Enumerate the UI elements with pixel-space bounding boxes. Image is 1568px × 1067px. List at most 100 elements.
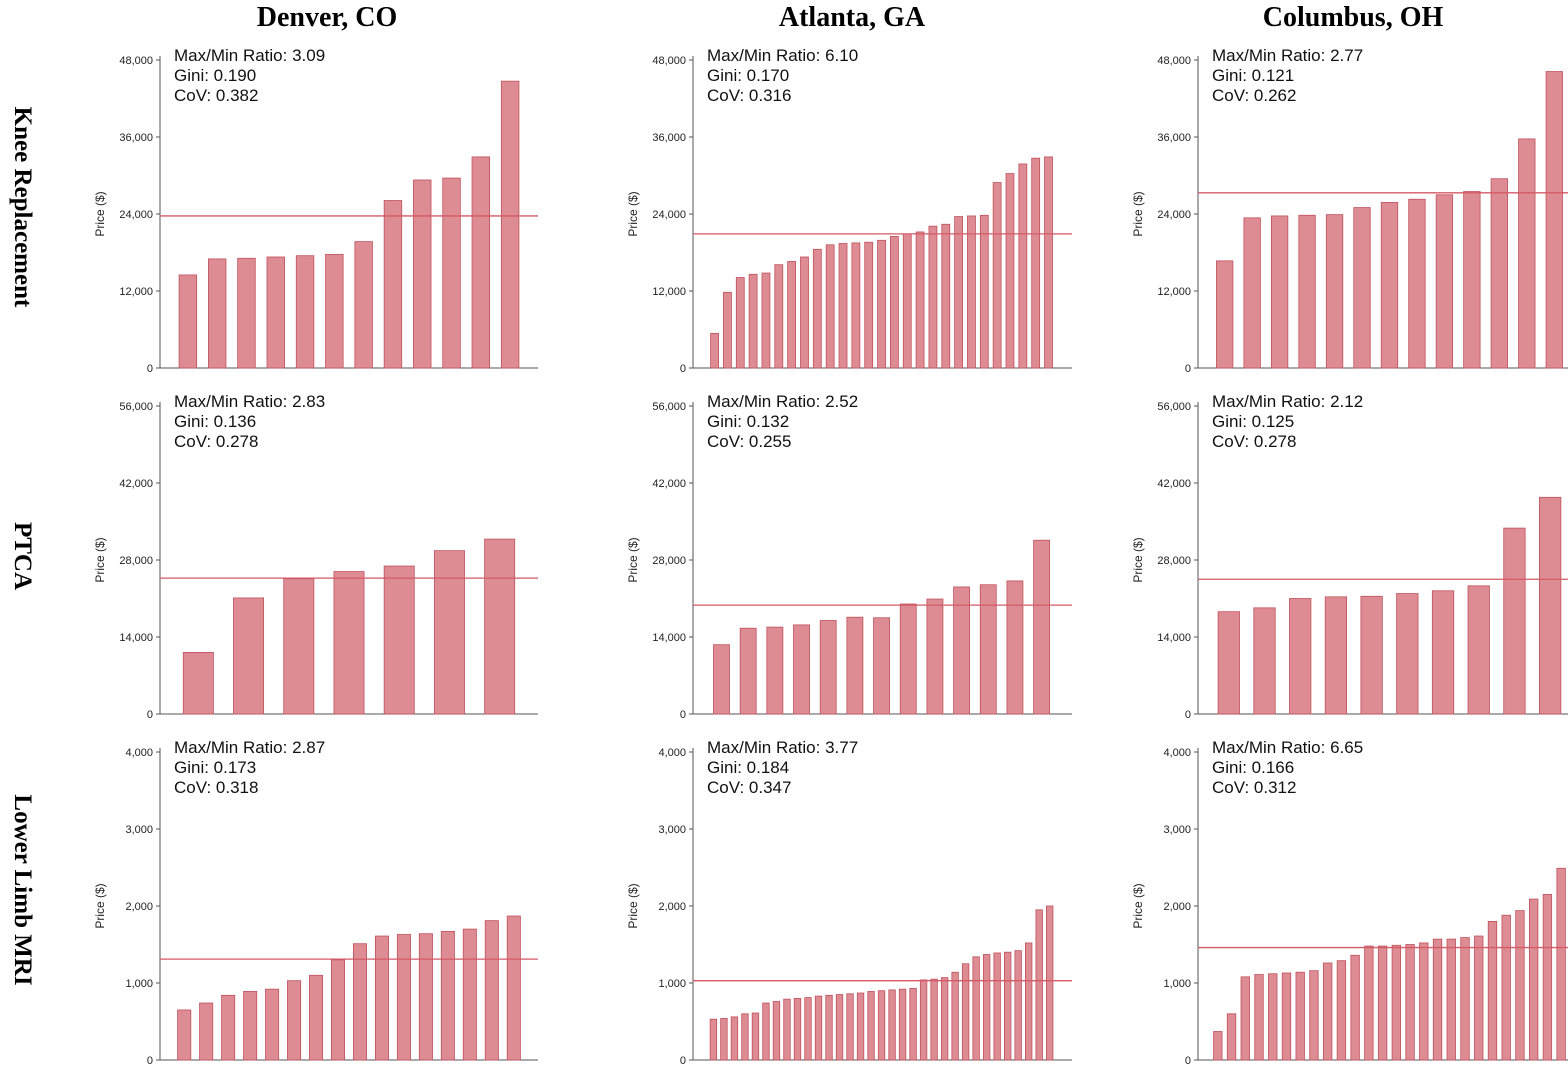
- bar: [325, 254, 344, 369]
- bar: [1391, 944, 1401, 1061]
- bar: [178, 274, 198, 369]
- bar: [967, 215, 976, 369]
- bar: [898, 988, 907, 1061]
- y-axis-label: Price ($): [626, 537, 640, 582]
- bar: [1323, 962, 1333, 1061]
- bar: [1474, 935, 1484, 1061]
- chart-panel: 0 14,000 28,000 42,000 56,000 Price ($) Max/Mi…: [93, 392, 538, 721]
- y-tick-label: 0: [147, 1055, 153, 1067]
- bar: [1025, 942, 1033, 1061]
- y-tick-label: 2,000: [125, 901, 153, 913]
- bar: [1213, 1031, 1223, 1061]
- bar: [1226, 1013, 1237, 1061]
- bar: [825, 244, 835, 369]
- y-tick-label: 1,000: [125, 978, 153, 990]
- bar: [1295, 971, 1305, 1061]
- bar: [1281, 972, 1292, 1061]
- bar: [1044, 156, 1053, 369]
- bar: [928, 225, 938, 369]
- bar: [1350, 954, 1360, 1061]
- stats-annotation: CoV: 0.312: [1212, 778, 1296, 797]
- bar: [890, 236, 899, 369]
- y-tick-label: 3,000: [658, 824, 686, 836]
- bar: [295, 255, 315, 369]
- chart-panel: 0 1,000 2,000 3,000 4,000 Price ($) Max/Min Ra…: [1131, 738, 1568, 1067]
- stats-annotation: Gini: 0.136: [174, 412, 256, 431]
- y-tick-label: 14,000: [1157, 632, 1191, 644]
- y-axis-label: Price ($): [93, 537, 107, 582]
- bar: [1542, 894, 1553, 1061]
- y-tick-label: 12,000: [1157, 286, 1191, 298]
- bar: [793, 998, 802, 1061]
- bar: [793, 624, 810, 715]
- bar: [471, 156, 491, 369]
- bar: [864, 241, 874, 369]
- stats-annotation: Max/Min Ratio: 3.09: [174, 46, 325, 65]
- stats-annotation: Gini: 0.132: [707, 412, 789, 431]
- y-tick-label: 3,000: [125, 824, 153, 836]
- column-title-atlanta: Atlanta, GA: [778, 2, 926, 33]
- y-tick-label: 14,000: [119, 632, 153, 644]
- y-tick-label: 4,000: [125, 747, 153, 759]
- chart-panel: 0 1,000 2,000 3,000 4,000 Price ($) Max/Min Ra…: [626, 738, 1072, 1067]
- stats-annotation: CoV: 0.262: [1212, 86, 1296, 105]
- bar: [846, 616, 864, 715]
- bar: [199, 1002, 214, 1061]
- bar: [774, 264, 784, 369]
- bar: [877, 990, 886, 1061]
- bar: [1463, 191, 1481, 369]
- bar: [1003, 951, 1012, 1061]
- bar: [1460, 937, 1470, 1061]
- y-tick-label: 0: [680, 1055, 686, 1067]
- bar: [506, 915, 521, 1061]
- y-tick-label: 42,000: [119, 478, 153, 490]
- bar: [1396, 593, 1419, 715]
- stats-annotation: Max/Min Ratio: 2.87: [174, 738, 325, 757]
- bar: [723, 291, 732, 369]
- bar: [1035, 909, 1043, 1061]
- bar: [915, 231, 925, 369]
- bar: [825, 994, 833, 1061]
- chart-panel: 0 14,000 28,000 42,000 56,000 Price ($) Max/Mi…: [626, 392, 1072, 721]
- stats-annotation: CoV: 0.318: [174, 778, 258, 797]
- y-tick-label: 0: [1185, 1055, 1191, 1067]
- bar: [1446, 938, 1456, 1061]
- bar: [1033, 539, 1051, 715]
- y-tick-label: 28,000: [1157, 555, 1191, 567]
- bar: [800, 256, 809, 369]
- bar: [899, 603, 917, 715]
- stats-annotation: Gini: 0.190: [174, 66, 256, 85]
- stats-annotation: Max/Min Ratio: 2.77: [1212, 46, 1363, 65]
- bar: [761, 272, 771, 369]
- bar: [1353, 207, 1371, 369]
- stats-annotation: Max/Min Ratio: 6.65: [1212, 738, 1363, 757]
- bar: [846, 993, 854, 1061]
- stats-annotation: Gini: 0.184: [707, 758, 789, 777]
- bar: [1216, 260, 1234, 369]
- bar: [867, 991, 875, 1061]
- bar: [909, 987, 917, 1061]
- bar: [741, 1013, 749, 1061]
- bar: [783, 998, 791, 1061]
- bar: [1005, 173, 1015, 369]
- bar: [735, 277, 745, 369]
- y-tick-label: 0: [147, 709, 153, 721]
- bar: [954, 216, 963, 369]
- bar: [1435, 194, 1454, 369]
- y-tick-label: 0: [1185, 363, 1191, 375]
- bar: [748, 273, 758, 369]
- bar: [787, 261, 797, 369]
- bar: [1405, 944, 1415, 1061]
- bar: [812, 248, 822, 369]
- stats-annotation: CoV: 0.255: [707, 432, 791, 451]
- bar: [961, 963, 970, 1061]
- bar: [1298, 214, 1316, 369]
- y-tick-label: 42,000: [1157, 478, 1191, 490]
- stats-annotation: CoV: 0.347: [707, 778, 791, 797]
- bar: [233, 597, 265, 715]
- bar: [814, 995, 823, 1061]
- y-tick-label: 24,000: [652, 209, 686, 221]
- bar: [418, 933, 433, 1061]
- bar: [930, 978, 938, 1061]
